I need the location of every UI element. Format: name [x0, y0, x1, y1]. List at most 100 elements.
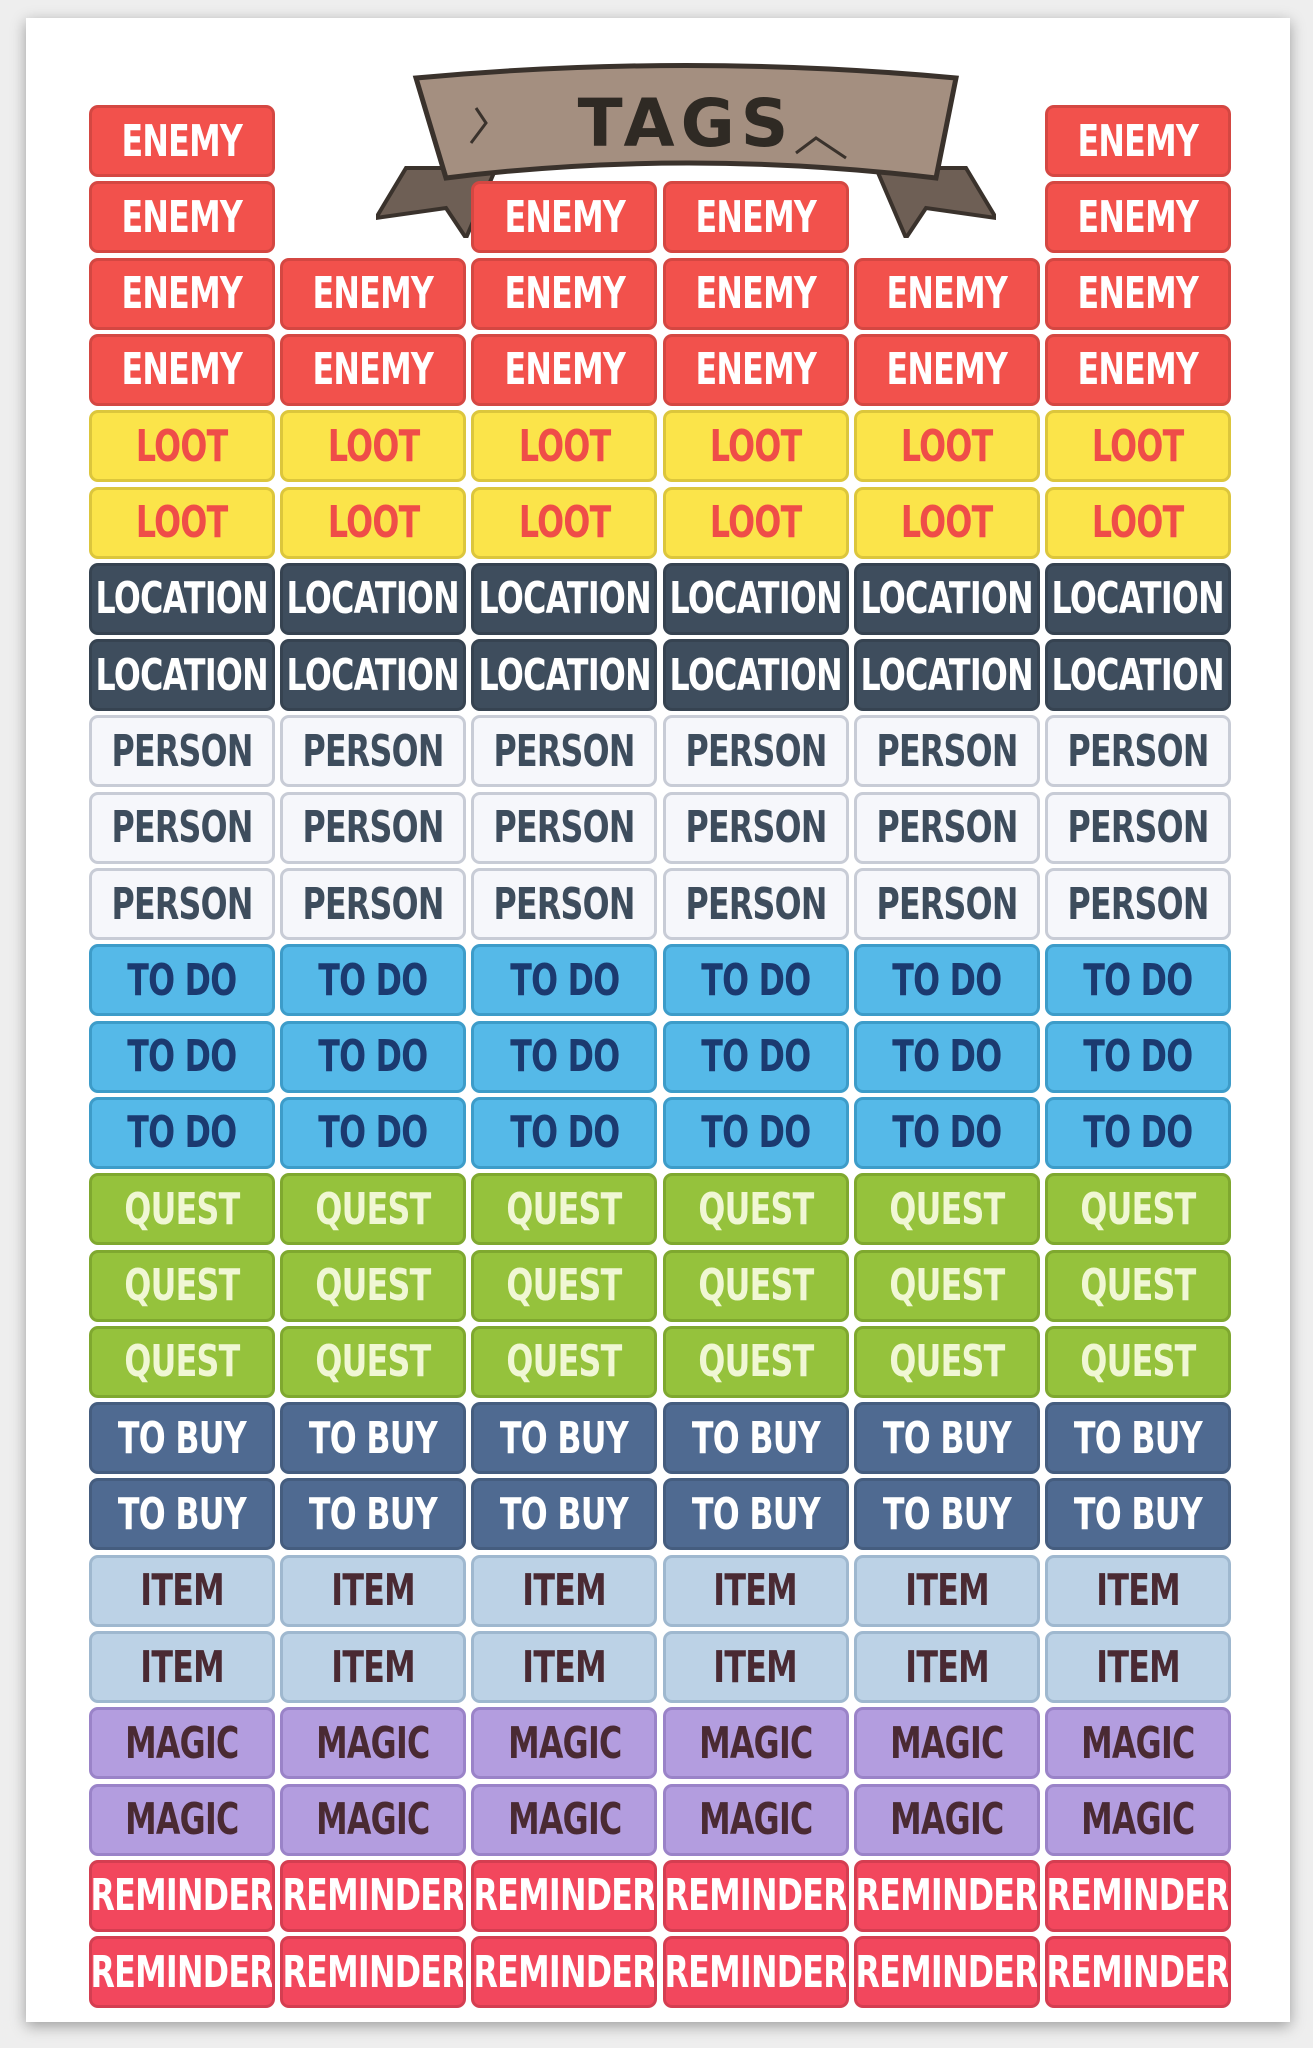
- tag-sticker: QUEST: [471, 1249, 658, 1322]
- tag-label: TO BUY: [691, 1488, 821, 1540]
- tag-sticker: TO BUY: [853, 1478, 1040, 1551]
- tag-label: LOOT: [709, 420, 802, 472]
- tag-sticker: REMINDER: [471, 1859, 658, 1932]
- tag-sticker: PERSON: [471, 791, 658, 864]
- tag-sticker: QUEST: [662, 1249, 849, 1322]
- tag-sticker: PERSON: [89, 791, 275, 864]
- tag-label: ITEM: [1096, 1565, 1180, 1617]
- tag-label: PERSON: [302, 878, 445, 930]
- tag-label: TO DO: [1083, 1107, 1193, 1159]
- tag-label: QUEST: [1080, 1336, 1196, 1388]
- tag-label: TO BUY: [500, 1488, 629, 1540]
- tag-sticker: ITEM: [853, 1631, 1040, 1703]
- tag-label: PERSON: [876, 802, 1018, 854]
- tag-label: QUEST: [698, 1183, 814, 1235]
- tag-sticker: TO DO: [471, 944, 658, 1017]
- tag-label: QUEST: [315, 1260, 432, 1311]
- tag-sticker: REMINDER: [471, 1936, 658, 2009]
- tag-label: ITEM: [331, 1641, 416, 1693]
- tag-label: TO DO: [700, 1107, 811, 1159]
- tag-label: REMINDER: [664, 1870, 847, 1922]
- tag-sticker: REMINDER: [1045, 1936, 1231, 2009]
- tag-sticker: REMINDER: [662, 1859, 849, 1932]
- tag-label: TO BUY: [117, 1412, 247, 1464]
- tag-label: REMINDER: [90, 1946, 274, 1998]
- tag-sticker: ENEMY: [662, 257, 849, 330]
- tag-sticker: ENEMY: [853, 257, 1040, 330]
- tag-label: ITEM: [331, 1565, 416, 1617]
- tag-sticker: QUEST: [662, 1173, 849, 1246]
- tag-sticker: MAGIC: [471, 1707, 658, 1780]
- tag-label: TO DO: [1083, 954, 1193, 1006]
- tag-sticker: PERSON: [853, 868, 1040, 940]
- tag-sticker: MAGIC: [471, 1783, 658, 1856]
- tag-sticker: TO BUY: [280, 1478, 467, 1551]
- tag-label: TO BUY: [117, 1488, 247, 1540]
- tag-label: MAGIC: [1081, 1717, 1195, 1769]
- tag-sticker: TO DO: [280, 944, 467, 1017]
- tag-sticker: ITEM: [471, 1631, 658, 1703]
- tag-label: MAGIC: [507, 1794, 622, 1846]
- tag-sticker: TO DO: [853, 944, 1040, 1017]
- tag-label: QUEST: [1080, 1260, 1196, 1311]
- tag-sticker: TO BUY: [471, 1478, 658, 1551]
- tag-sticker: QUEST: [1045, 1325, 1231, 1398]
- tag-sticker: ENEMY: [89, 181, 275, 254]
- tag-label: ITEM: [904, 1565, 989, 1617]
- tag-sticker: ENEMY: [1045, 257, 1231, 330]
- tag-label: QUEST: [698, 1260, 814, 1311]
- tag-label: MAGIC: [507, 1717, 622, 1769]
- tag-sticker: LOCATION: [471, 639, 658, 712]
- tag-label: PERSON: [1067, 878, 1209, 930]
- tag-sticker: QUEST: [89, 1325, 275, 1398]
- tag-label: QUEST: [315, 1336, 432, 1388]
- tag-label: PERSON: [876, 725, 1018, 777]
- tag-sticker: TO DO: [853, 1096, 1040, 1169]
- tag-label: REMINDER: [855, 1870, 1039, 1922]
- tag-sticker: LOOT: [280, 410, 467, 483]
- tag-sticker: PERSON: [662, 791, 849, 864]
- tag-sticker: ITEM: [280, 1631, 467, 1703]
- tag-label: ENEMY: [121, 344, 243, 396]
- tag-label: ENEMY: [504, 344, 625, 396]
- tag-sticker: PERSON: [662, 715, 849, 788]
- tag-sticker: PERSON: [662, 868, 849, 940]
- tag-label: MAGIC: [890, 1794, 1004, 1846]
- tag-label: REMINDER: [664, 1946, 847, 1998]
- tag-sticker: REMINDER: [853, 1936, 1040, 2009]
- tag-label: ENEMY: [312, 268, 434, 320]
- tag-sticker: LOCATION: [662, 562, 849, 635]
- tag-label: TO DO: [127, 1107, 237, 1159]
- tag-label: PERSON: [493, 802, 636, 854]
- tag-label: ENEMY: [695, 191, 816, 243]
- tag-label: TO DO: [509, 1031, 620, 1083]
- tag-label: MAGIC: [125, 1717, 239, 1769]
- tag-sticker: QUEST: [853, 1249, 1040, 1322]
- tag-sticker: LOOT: [89, 410, 275, 483]
- tag-sticker: MAGIC: [853, 1707, 1040, 1780]
- tag-sticker: PERSON: [1045, 791, 1231, 864]
- tag-label: PERSON: [685, 802, 827, 854]
- tag-label: PERSON: [1067, 725, 1209, 777]
- tag-sticker: TO BUY: [1045, 1402, 1231, 1475]
- tag-sticker: MAGIC: [853, 1783, 1040, 1856]
- tag-label: ITEM: [140, 1641, 224, 1693]
- tag-label: REMINDER: [90, 1870, 274, 1922]
- tag-sticker: ENEMY: [280, 333, 467, 406]
- tag-label: ENEMY: [1077, 268, 1199, 320]
- tag-sticker: TO BUY: [89, 1402, 275, 1475]
- tag-sticker: ITEM: [89, 1631, 275, 1703]
- tag-sticker: ENEMY: [1045, 105, 1231, 177]
- tag-sticker: TO BUY: [89, 1478, 275, 1551]
- tag-sticker: LOOT: [1045, 410, 1231, 483]
- tag-sticker: TO DO: [662, 1096, 849, 1169]
- tag-label: LOOT: [518, 420, 611, 472]
- tag-sticker: ENEMY: [89, 333, 275, 406]
- tag-sticker: LOCATION: [662, 639, 849, 712]
- tag-label: LOOT: [900, 420, 993, 472]
- tag-label: ENEMY: [1077, 191, 1199, 243]
- tag-label: LOOT: [327, 497, 420, 548]
- tag-sticker: TO DO: [89, 944, 275, 1017]
- tag-sticker: LOOT: [280, 486, 467, 559]
- tag-sticker: QUEST: [280, 1325, 467, 1398]
